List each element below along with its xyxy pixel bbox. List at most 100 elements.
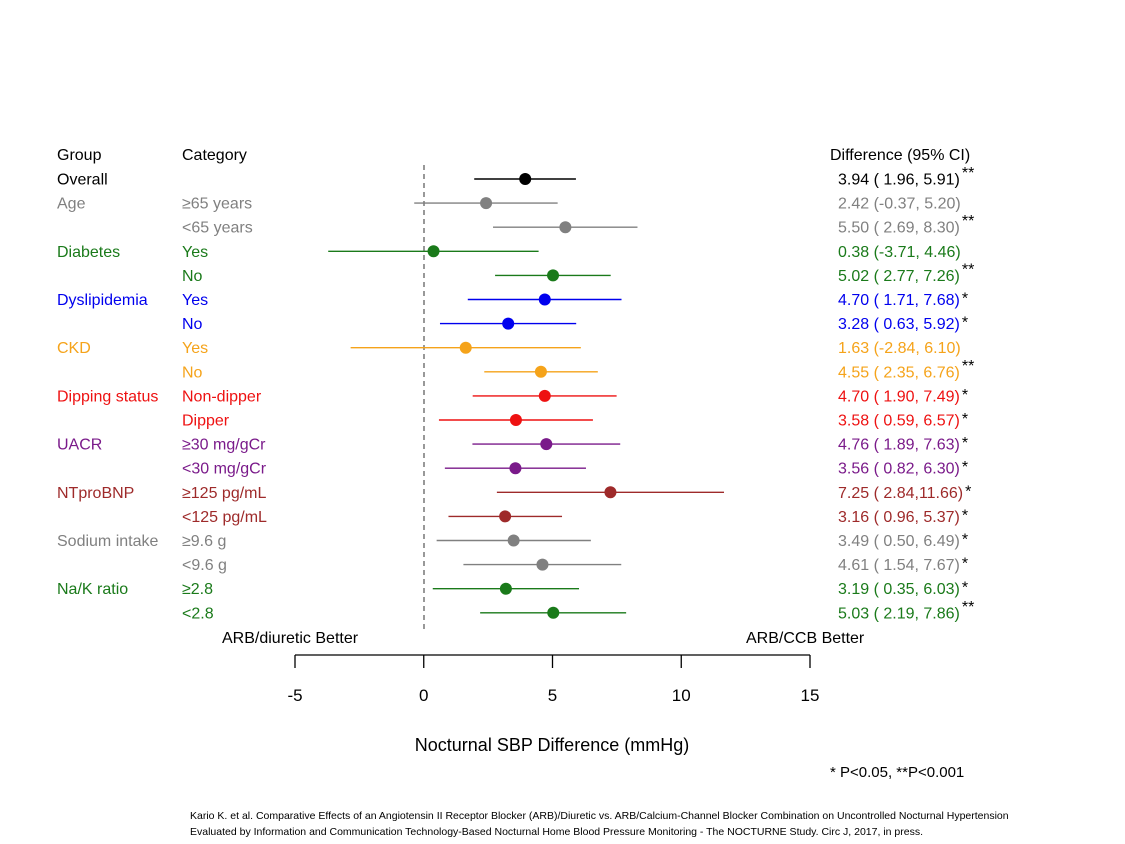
category-label: ≥30 mg/gCr	[182, 437, 266, 454]
forest-row: UACR ≥30 mg/gCr 4.76 ( 1.89, 7.63) *	[57, 435, 968, 454]
forest-row: Age ≥65 years 2.42 (-0.37, 5.20)	[57, 196, 961, 213]
point-estimate	[547, 606, 560, 619]
point-estimate	[604, 486, 617, 499]
forest-row: Overall 3.94 ( 1.96, 5.91) **	[57, 165, 974, 189]
ci-text: 0.38 (-3.71, 4.46)	[838, 244, 961, 261]
significance-marker: **	[962, 358, 974, 375]
forest-rows: Overall 3.94 ( 1.96, 5.91) ** Age ≥65 years 2…	[57, 165, 974, 622]
citation: Kario K. et al. Comparative Effects of a…	[190, 808, 1009, 840]
forest-row: CKD Yes 1.63 (-2.84, 6.10)	[57, 340, 961, 357]
forest-row: Diabetes Yes 0.38 (-3.71, 4.46)	[57, 244, 961, 261]
group-label: Age	[57, 196, 86, 213]
category-label: <2.8	[182, 605, 214, 622]
point-estimate	[540, 438, 553, 451]
point-estimate	[509, 462, 522, 475]
x-axis-ticks: -5 0 5 10 15	[287, 655, 819, 705]
ci-text: 7.25 ( 2.84,11.66)	[838, 485, 963, 502]
forest-row: Sodium intake ≥9.6 g 3.49 ( 0.50, 6.49) *	[57, 532, 968, 551]
category-label: ≥125 pg/mL	[182, 485, 266, 502]
category-label: <30 mg/gCr	[182, 461, 267, 478]
category-label: Yes	[182, 292, 208, 309]
group-label: Diabetes	[57, 244, 120, 261]
category-label: <9.6 g	[182, 557, 227, 574]
right-direction-label: ARB/CCB Better	[746, 630, 865, 647]
category-label: ≥9.6 g	[182, 533, 226, 550]
ci-text: 3.56 ( 0.82, 6.30)	[838, 461, 960, 478]
x-tick-label: 10	[672, 686, 691, 705]
point-estimate	[536, 558, 549, 571]
group-label: Sodium intake	[57, 533, 158, 550]
point-estimate	[427, 245, 440, 258]
point-estimate	[547, 269, 560, 282]
category-label: <125 pg/mL	[182, 509, 267, 526]
left-direction-label: ARB/diuretic Better	[222, 630, 359, 647]
forest-row: <2.8 5.03 ( 2.19, 7.86) **	[182, 599, 974, 623]
forest-row: No 3.28 ( 0.63, 5.92) *	[182, 315, 968, 334]
forest-row: <65 years 5.50 ( 2.69, 8.30) **	[182, 213, 974, 237]
ci-text: 4.76 ( 1.89, 7.63)	[838, 437, 960, 454]
point-estimate	[507, 534, 520, 547]
forest-row: <9.6 g 4.61 ( 1.54, 7.67) *	[182, 556, 968, 575]
significance-marker: *	[962, 387, 968, 404]
significance-marker: *	[962, 532, 968, 549]
significance-marker: **	[962, 213, 974, 230]
point-estimate	[538, 293, 551, 306]
header-difference: Difference (95% CI)	[830, 147, 970, 164]
significance-marker: *	[962, 435, 968, 452]
point-estimate	[519, 173, 532, 185]
header-category: Category	[182, 147, 247, 164]
category-label: <65 years	[182, 220, 253, 237]
x-tick-label: 0	[419, 686, 428, 705]
significance-marker: **	[962, 165, 974, 182]
x-tick-label: -5	[287, 686, 302, 705]
ci-text: 2.42 (-0.37, 5.20)	[838, 196, 961, 213]
significance-marker: *	[962, 556, 968, 573]
point-estimate	[480, 197, 493, 210]
forest-row: <30 mg/gCr 3.56 ( 0.82, 6.30) *	[182, 459, 968, 478]
significance-footnote: * P<0.05, **P<0.001	[830, 764, 965, 781]
category-label: Dipper	[182, 413, 230, 430]
ci-text: 4.55 ( 2.35, 6.76)	[838, 364, 960, 381]
group-label: Dipping status	[57, 388, 158, 405]
point-estimate	[499, 510, 512, 523]
significance-marker: *	[962, 459, 968, 476]
group-label: Na/K ratio	[57, 581, 128, 598]
significance-marker: *	[965, 483, 971, 500]
category-label: Non-dipper	[182, 388, 262, 405]
forest-row: No 4.55 ( 2.35, 6.76) **	[182, 358, 974, 382]
forest-row: Na/K ratio ≥2.8 3.19 ( 0.35, 6.03) *	[57, 580, 968, 599]
significance-marker: *	[962, 315, 968, 332]
category-label: No	[182, 316, 203, 333]
header-group: Group	[57, 147, 102, 164]
ci-text: 3.19 ( 0.35, 6.03)	[838, 581, 960, 598]
group-label: UACR	[57, 437, 102, 454]
ci-text: 3.16 ( 0.96, 5.37)	[838, 509, 960, 526]
forest-row: Dipper 3.58 ( 0.59, 6.57) *	[182, 411, 968, 430]
category-label: No	[182, 364, 203, 381]
forest-row: No 5.02 ( 2.77, 7.26) **	[182, 261, 974, 285]
ci-text: 4.61 ( 1.54, 7.67)	[838, 557, 960, 574]
point-estimate	[534, 365, 547, 378]
ci-text: 3.94 ( 1.96, 5.91)	[838, 172, 960, 189]
point-estimate	[499, 582, 512, 595]
ci-text: 3.49 ( 0.50, 6.49)	[838, 533, 960, 550]
point-estimate	[509, 414, 522, 426]
category-label: No	[182, 268, 203, 285]
point-estimate	[559, 221, 572, 234]
ci-text: 5.50 ( 2.69, 8.30)	[838, 220, 960, 237]
ci-text: 3.28 ( 0.63, 5.92)	[838, 316, 960, 333]
ci-text: 1.63 (-2.84, 6.10)	[838, 340, 961, 357]
point-estimate	[459, 341, 472, 354]
significance-marker: **	[962, 261, 974, 278]
forest-row: Dipping status Non-dipper 4.70 ( 1.90, 7.4…	[57, 387, 968, 406]
significance-marker: **	[962, 599, 974, 616]
x-tick-label: 5	[548, 686, 557, 705]
group-label: NTproBNP	[57, 485, 134, 502]
forest-row: NTproBNP ≥125 pg/mL 7.25 ( 2.84,11.66) *	[57, 483, 971, 502]
forest-row: Dyslipidemia Yes 4.70 ( 1.71, 7.68) *	[57, 291, 968, 310]
forest-row: <125 pg/mL 3.16 ( 0.96, 5.37) *	[182, 507, 968, 526]
significance-marker: *	[962, 580, 968, 597]
point-estimate	[538, 389, 551, 402]
ci-text: 4.70 ( 1.71, 7.68)	[838, 292, 960, 309]
